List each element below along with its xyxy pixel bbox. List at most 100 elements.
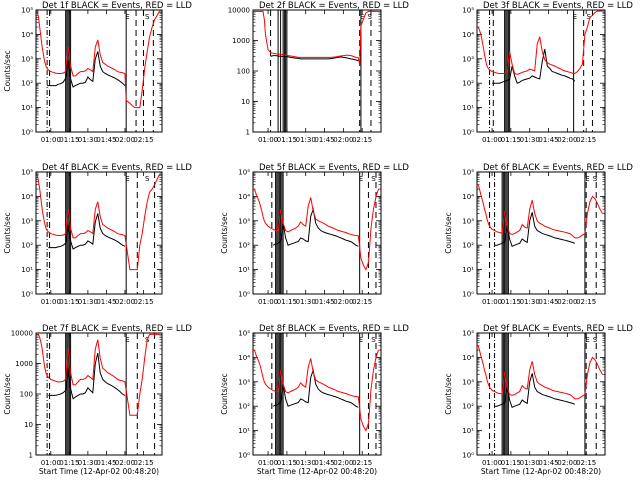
panel-frame <box>252 332 382 456</box>
panel-annotation: E <box>359 175 363 183</box>
x-tick-label: 01:45 <box>538 459 558 467</box>
x-tick-label: 01:45 <box>96 459 116 467</box>
x-tick-label: 01:45 <box>96 136 116 144</box>
x-tick-label: 02:15 <box>133 459 153 467</box>
y-tick-label: 10⁰ <box>462 452 474 460</box>
x-tick-label: 02:15 <box>352 459 372 467</box>
y-tick-label: 10⁰ <box>21 291 33 299</box>
panel-frame <box>476 171 606 295</box>
x-tick-label: 01:15 <box>277 298 297 306</box>
y-tick-label: 100 <box>20 391 33 399</box>
y-tick-label: 10⁵ <box>21 7 33 15</box>
y-tick-label: 10⁰ <box>238 291 250 299</box>
series-lld-line <box>253 188 379 271</box>
x-tick-label: 02:00 <box>333 459 353 467</box>
y-tick-label: 1000 <box>15 360 33 368</box>
y-tick-label: 10³ <box>462 217 474 225</box>
y-axis-label: Counts/sec <box>3 212 12 253</box>
y-axis-label: Counts/sec <box>220 373 229 414</box>
y-tick-label: 10⁰ <box>21 129 33 137</box>
y-tick-label: 10³ <box>238 378 250 386</box>
x-tick-label: 01:30 <box>78 136 98 144</box>
y-tick-label: 10⁵ <box>462 169 474 177</box>
y-tick-label: 10² <box>238 242 250 250</box>
panel-annotation: E <box>360 13 364 21</box>
x-tick-label: 01:45 <box>314 459 334 467</box>
series-lld-line <box>477 184 603 239</box>
x-tick-label: 02:15 <box>576 136 596 144</box>
panel-annotation: E <box>125 336 129 344</box>
x-tick-label: 01:00 <box>41 136 61 144</box>
y-tick-label: 10¹ <box>21 104 33 112</box>
panel-det-2: Det 2f BLACK = Events, RED = LLD01:0001:… <box>228 1 410 144</box>
panel-annotation: S <box>371 175 376 183</box>
y-tick-label: 10⁰ <box>238 452 250 460</box>
panel-det-7: Det 7f BLACK = Events, RED = LLD01:0001:… <box>3 324 192 476</box>
y-tick-label: 10¹ <box>21 266 33 274</box>
series-events-line <box>272 207 359 247</box>
y-tick-label: 10 <box>24 421 33 429</box>
x-tick-label: 01:45 <box>314 298 334 306</box>
y-tick-label: 10⁴ <box>21 31 33 39</box>
y-axis-label: Counts/sec <box>3 50 12 91</box>
panel-frame <box>476 332 606 456</box>
x-tick-label: 01:45 <box>538 136 558 144</box>
y-tick-label: 10¹ <box>238 266 250 274</box>
series-lld-line <box>36 174 160 271</box>
panel-annotation: E <box>585 336 589 344</box>
panel-title: Det 4f BLACK = Events, RED = LLD <box>42 163 192 173</box>
y-tick-label: 10⁵ <box>21 169 33 177</box>
x-tick-label: 01:30 <box>520 298 540 306</box>
x-tick-label: 01:00 <box>258 459 278 467</box>
panel-title: Det 6f BLACK = Events, RED = LLD <box>483 163 633 173</box>
y-tick-label: 10² <box>21 242 33 250</box>
x-tick-label: 02:00 <box>557 136 577 144</box>
y-tick-label: 10⁴ <box>238 193 250 201</box>
x-axis-label: Start Time (12-Apr-02 00:48:20) <box>481 467 601 476</box>
y-tick-label: 10⁴ <box>238 354 250 362</box>
x-tick-label: 01:00 <box>482 136 502 144</box>
series-events-line <box>47 51 126 88</box>
x-tick-label: 01:30 <box>520 459 540 467</box>
x-tick-label: 01:30 <box>296 459 316 467</box>
y-tick-label: 10⁴ <box>462 193 474 201</box>
x-tick-label: 02:00 <box>333 298 353 306</box>
panel-frame <box>476 9 606 133</box>
x-tick-label: 01:15 <box>501 298 521 306</box>
x-tick-label: 02:00 <box>557 459 577 467</box>
y-tick-label: 10¹ <box>462 427 474 435</box>
panel-det-5: Det 5f BLACK = Events, RED = LLD01:0001:… <box>220 163 409 306</box>
series-lld-line <box>253 349 379 432</box>
y-axis-label: Counts/sec <box>444 373 453 414</box>
panel-annotation: S <box>593 336 598 344</box>
x-tick-label: 01:45 <box>538 298 558 306</box>
panel-annotation: E <box>125 175 129 183</box>
y-axis-label: Counts/sec <box>444 212 453 253</box>
panel-annotation: E <box>359 336 363 344</box>
y-tick-label: 10² <box>462 403 474 411</box>
panel-annotation: E <box>125 13 129 21</box>
y-tick-label: 10² <box>462 242 474 250</box>
panel-title: Det 8f BLACK = Events, RED = LLD <box>259 324 409 334</box>
series-lld-line <box>37 333 160 416</box>
y-tick-label: 10³ <box>238 217 250 225</box>
x-tick-label: 01:15 <box>59 298 79 306</box>
y-tick-label: 10⁵ <box>462 330 474 338</box>
x-tick-label: 01:30 <box>78 298 98 306</box>
x-tick-label: 02:15 <box>576 298 596 306</box>
panel-frame <box>35 171 163 295</box>
panel-frame <box>252 171 382 295</box>
y-tick-label: 10⁵ <box>462 7 474 15</box>
x-tick-label: 01:15 <box>277 136 297 144</box>
panel-title: Det 9f BLACK = Events, RED = LLD <box>483 324 633 334</box>
y-tick-label: 100 <box>237 68 250 76</box>
panel-det-1: Det 1f BLACK = Events, RED = LLD01:0001:… <box>3 1 192 144</box>
series-lld-line <box>36 10 160 109</box>
y-tick-label: 10² <box>462 80 474 88</box>
x-tick-label: 02:00 <box>115 459 135 467</box>
y-tick-label: 10 <box>241 98 250 106</box>
y-tick-label: 10000 <box>11 330 33 338</box>
panel-annotation: S <box>586 13 591 21</box>
panel-annotation: S <box>593 175 598 183</box>
